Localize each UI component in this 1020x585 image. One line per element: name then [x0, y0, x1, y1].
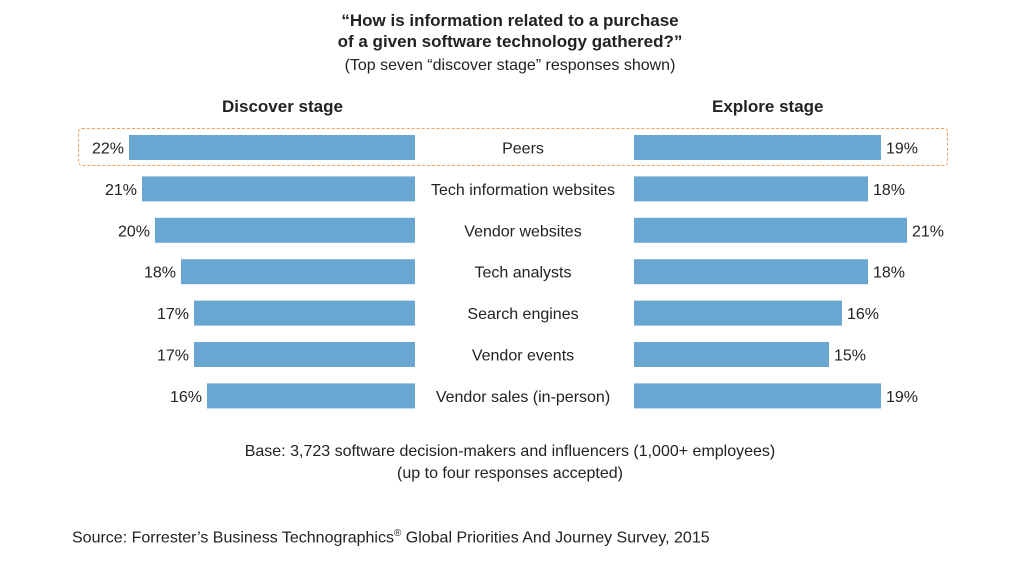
discover-bar	[207, 383, 415, 409]
discover-bar	[194, 300, 415, 326]
explore-stage-heading: Explore stage	[712, 97, 824, 116]
explore-bar	[634, 217, 907, 243]
category-label: Vendor events	[472, 348, 574, 365]
discover-value-label: 18%	[144, 265, 176, 282]
category-label: Tech analysts	[475, 265, 572, 282]
chart-title-line-2: of a given software technology gathered?…	[337, 32, 683, 51]
registered-mark: ®	[393, 528, 402, 539]
category-label: Tech information websites	[431, 182, 615, 199]
base-note: Base: 3,723 software decision-makers and…	[0, 441, 1020, 485]
explore-bar	[634, 176, 868, 202]
category-label: Vendor websites	[464, 223, 581, 240]
discover-bar	[129, 135, 415, 160]
discover-bar	[194, 342, 415, 367]
discover-value-label: 20%	[118, 223, 150, 240]
source-prefix: Source: Forrester’s Business Technograph…	[72, 529, 394, 547]
explore-bar	[634, 383, 881, 409]
category-label: Vendor sales (in-person)	[436, 389, 610, 406]
explore-bar	[634, 300, 842, 326]
discover-value-label: 17%	[157, 348, 189, 365]
discover-stage-heading: Discover stage	[222, 97, 343, 116]
source-note: Source: Forrester’s Business Technograph…	[72, 528, 710, 547]
explore-bar	[634, 135, 881, 160]
discover-value-label: 22%	[92, 141, 124, 158]
chart-title: “How is information related to a purchas…	[0, 10, 1020, 52]
discover-value-label: 17%	[157, 306, 189, 323]
chart-title-line-1: “How is information related to a purchas…	[341, 11, 679, 30]
category-label: Peers	[502, 141, 544, 158]
explore-value-label: 15%	[834, 348, 866, 365]
explore-value-label: 21%	[912, 223, 944, 240]
explore-value-label: 19%	[886, 389, 918, 406]
base-note-line-1: Base: 3,723 software decision-makers and…	[244, 443, 776, 460]
discover-value-label: 21%	[105, 182, 137, 199]
chart-subtitle: (Top seven “discover stage” responses sh…	[344, 57, 676, 74]
source-suffix: Global Priorities And Journey Survey, 20…	[401, 529, 710, 547]
base-note-line-2: (up to four responses accepted)	[397, 465, 623, 482]
explore-bar	[634, 259, 868, 285]
discover-bar	[155, 217, 415, 243]
explore-value-label: 18%	[873, 182, 905, 199]
category-label: Search engines	[467, 306, 578, 323]
discover-bar	[181, 259, 415, 285]
explore-bar	[634, 342, 829, 367]
discover-bar	[142, 176, 415, 202]
explore-value-label: 16%	[847, 306, 879, 323]
highlight-box-peers	[78, 128, 948, 166]
explore-value-label: 18%	[873, 265, 905, 282]
explore-value-label: 19%	[886, 141, 918, 158]
discover-value-label: 16%	[170, 389, 202, 406]
